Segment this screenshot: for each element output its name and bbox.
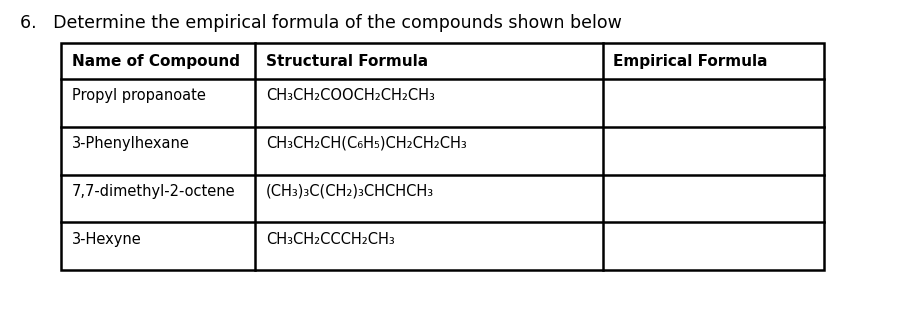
Text: CH₃CH₂COOCH₂CH₂CH₃: CH₃CH₂COOCH₂CH₂CH₃ — [266, 88, 435, 103]
Text: (CH₃)₃C(CH₂)₃CHCHCH₃: (CH₃)₃C(CH₂)₃CHCHCH₃ — [266, 184, 434, 199]
Text: Propyl propanoate: Propyl propanoate — [72, 88, 206, 103]
Text: 3-Phenylhexane: 3-Phenylhexane — [72, 136, 190, 151]
Text: CH₃CH₂CH(C₆H₅)CH₂CH₂CH₃: CH₃CH₂CH(C₆H₅)CH₂CH₂CH₃ — [266, 136, 467, 151]
Bar — [61, 43, 824, 270]
Text: 6.   Determine the empirical formula of the compounds shown below: 6. Determine the empirical formula of th… — [20, 14, 621, 32]
Text: 7,7-dimethyl-2-octene: 7,7-dimethyl-2-octene — [72, 184, 235, 199]
Text: Empirical Formula: Empirical Formula — [613, 53, 768, 69]
Text: CH₃CH₂CCCH₂CH₃: CH₃CH₂CCCH₂CH₃ — [266, 232, 395, 247]
Text: 3-Hexyne: 3-Hexyne — [72, 232, 142, 247]
Text: Structural Formula: Structural Formula — [266, 53, 428, 69]
Text: Name of Compound: Name of Compound — [72, 53, 240, 69]
